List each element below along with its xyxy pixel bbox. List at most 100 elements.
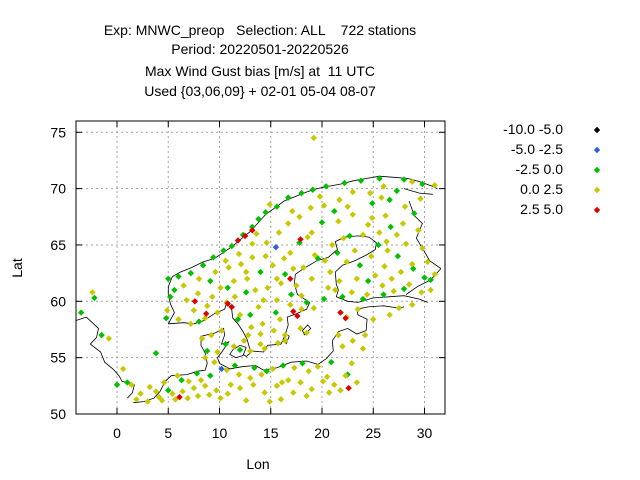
data-point xyxy=(261,345,268,352)
data-point xyxy=(341,179,348,187)
data-point xyxy=(431,271,438,278)
data-point xyxy=(152,349,160,357)
coastline-segment xyxy=(242,352,251,358)
data-point xyxy=(241,232,249,240)
data-point xyxy=(288,291,295,298)
data-point xyxy=(230,343,238,350)
data-point xyxy=(427,286,434,294)
data-point xyxy=(211,358,218,366)
data-point xyxy=(133,396,140,403)
data-point xyxy=(137,390,144,397)
data-point xyxy=(249,227,256,234)
data-point xyxy=(272,309,280,316)
data-point xyxy=(98,331,105,339)
data-point xyxy=(329,241,336,249)
data-point xyxy=(91,294,98,302)
data-point xyxy=(383,238,390,245)
data-point xyxy=(410,265,417,272)
data-point xyxy=(309,186,316,193)
data-point xyxy=(228,242,235,250)
data-point xyxy=(155,393,163,401)
legend-label-2: -5.0 -2.5 xyxy=(506,141,563,157)
data-point xyxy=(287,275,294,282)
data-point xyxy=(236,384,244,392)
data-point xyxy=(217,395,224,402)
data-point xyxy=(368,253,375,260)
data-point xyxy=(331,207,338,215)
data-point xyxy=(310,304,317,312)
data-point xyxy=(214,309,221,316)
chart-title-line-1: Exp: MNWC_preop Selection: ALL 722 stati… xyxy=(103,22,417,38)
data-point xyxy=(331,381,338,388)
data-point xyxy=(334,249,341,257)
data-point xyxy=(419,180,426,188)
legend-marker xyxy=(593,206,601,214)
data-point xyxy=(284,220,292,227)
data-point xyxy=(356,262,364,269)
data-point xyxy=(411,210,418,217)
data-point xyxy=(382,212,389,219)
data-point xyxy=(401,203,409,210)
data-point xyxy=(187,320,194,328)
data-point xyxy=(255,215,262,223)
data-point xyxy=(234,237,242,244)
data-point xyxy=(249,254,256,261)
data-point xyxy=(303,392,310,400)
data-point xyxy=(234,316,242,323)
data-point xyxy=(213,387,220,394)
data-point xyxy=(290,265,297,272)
data-point xyxy=(380,291,387,298)
x-tick-label: 10 xyxy=(212,425,228,441)
y-tick-label: 70 xyxy=(50,181,66,197)
data-point xyxy=(250,381,257,388)
data-point xyxy=(340,235,347,242)
data-point xyxy=(175,316,182,323)
data-point xyxy=(415,227,422,234)
data-point xyxy=(281,331,289,339)
data-point xyxy=(236,311,244,319)
data-point xyxy=(343,258,350,266)
coastline-segment xyxy=(76,316,87,321)
data-point xyxy=(176,393,183,401)
data-point xyxy=(344,203,351,210)
data-point xyxy=(349,211,356,218)
legend-label-4: 0.0 2.5 xyxy=(516,181,563,197)
data-point xyxy=(158,397,166,404)
data-point xyxy=(266,398,273,405)
data-point xyxy=(366,189,374,197)
data-point xyxy=(376,175,383,182)
data-point xyxy=(335,331,342,339)
data-point xyxy=(380,183,387,190)
data-point xyxy=(179,388,186,395)
data-point xyxy=(278,379,286,386)
data-point xyxy=(359,345,367,352)
data-point xyxy=(431,182,438,189)
legend-label-3: -2.5 0.0 xyxy=(511,161,564,177)
data-point xyxy=(262,253,269,260)
data-point xyxy=(399,220,407,227)
data-point xyxy=(353,379,361,386)
chart-title-line-2: Period: 20220501-20220526 xyxy=(171,41,349,57)
data-point xyxy=(390,287,397,295)
data-point xyxy=(324,284,332,291)
data-point xyxy=(261,389,268,396)
data-point xyxy=(419,245,426,252)
data-point xyxy=(370,316,377,323)
data-point xyxy=(128,381,135,388)
data-point xyxy=(402,240,410,248)
data-point xyxy=(270,327,278,334)
data-point xyxy=(223,366,230,374)
data-point xyxy=(287,301,294,308)
data-point xyxy=(298,305,305,313)
data-point xyxy=(319,378,327,385)
x-tick-label: 0 xyxy=(113,425,121,441)
data-point xyxy=(284,376,292,384)
y-axis-label: Lat xyxy=(9,258,25,278)
data-point xyxy=(245,331,252,339)
coastline-segment xyxy=(133,305,405,404)
x-axis-ticks: 0 5 10 15 20 25 30 xyxy=(113,121,432,441)
data-point xyxy=(171,286,178,294)
data-point xyxy=(400,285,408,293)
data-point xyxy=(320,202,328,209)
data-point xyxy=(281,271,289,278)
